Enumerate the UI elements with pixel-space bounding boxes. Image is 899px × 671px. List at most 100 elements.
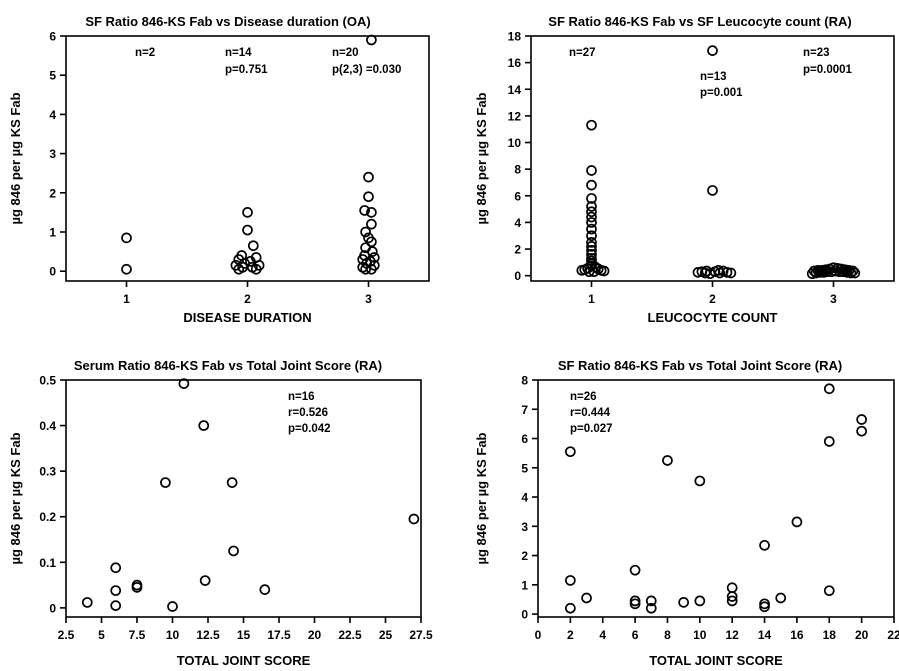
data-point	[178, 378, 190, 389]
y-tick-label: 0	[514, 269, 521, 283]
y-tick-label: 6	[49, 30, 56, 44]
y-tick-label: 0	[49, 601, 56, 615]
data-point	[833, 266, 845, 278]
data-point	[586, 165, 597, 176]
y-tick-label: 2	[514, 243, 521, 257]
x-tick-label: 2	[244, 292, 251, 306]
chart-title: SF Ratio 846-KS Fab vs SF Leucocyte coun…	[548, 14, 851, 29]
data-point	[81, 597, 93, 608]
x-tick-label: 27.5	[409, 628, 433, 642]
x-tick-label: 16	[790, 628, 804, 642]
annotation-text: p=0.042	[288, 423, 331, 435]
data-point	[198, 420, 210, 431]
data-point	[583, 266, 595, 278]
data-point	[791, 516, 803, 528]
x-axis-label: TOTAL JOINT SCORE	[177, 653, 311, 668]
x-tick-label: 5	[98, 628, 105, 642]
y-tick-label: 7	[521, 403, 528, 417]
annotation-text: r=0.526	[288, 407, 328, 419]
data-point	[586, 119, 597, 131]
data-point	[228, 545, 239, 557]
y-tick-label: 4	[521, 491, 528, 505]
data-point	[707, 45, 718, 56]
x-tick-label: 3	[830, 292, 837, 306]
data-point	[849, 267, 861, 279]
data-point	[726, 595, 738, 607]
data-point	[565, 446, 576, 458]
y-tick-label: 2	[49, 186, 56, 200]
x-tick-label: 8	[664, 628, 671, 642]
data-point	[366, 263, 377, 275]
y-tick-label: 5	[521, 461, 528, 475]
x-tick-label: 17.5	[267, 628, 291, 642]
y-tick-label: 1	[49, 226, 56, 240]
annotation-text: p=0.001	[700, 87, 743, 99]
x-tick-label: 1	[588, 292, 595, 306]
data-point	[826, 266, 837, 278]
data-point	[694, 595, 706, 607]
x-tick-label: 1	[123, 292, 130, 306]
data-point	[598, 265, 610, 277]
annotation-text: r=0.444	[570, 407, 611, 419]
y-tick-label: 6	[514, 189, 521, 203]
x-tick-label: 6	[632, 628, 639, 642]
y-tick-label: 1	[521, 578, 528, 592]
data-point	[822, 266, 834, 278]
x-tick-label: 7.5	[129, 628, 146, 642]
y-axis-label: µg 846 per µg KS Fab	[474, 92, 489, 224]
data-point	[845, 267, 857, 279]
y-tick-label: 8	[514, 163, 521, 177]
y-tick-label: 12	[508, 109, 522, 123]
data-point	[823, 585, 835, 597]
data-point	[586, 245, 597, 256]
data-point	[110, 600, 122, 611]
annotation-text: n=27	[569, 47, 596, 59]
annotation-text: n=14	[225, 47, 252, 59]
data-point	[110, 562, 122, 574]
data-point	[565, 602, 576, 614]
data-point	[250, 263, 262, 275]
data-point	[841, 266, 853, 278]
data-point	[692, 266, 704, 278]
data-point	[586, 211, 597, 223]
data-point	[360, 226, 371, 238]
y-tick-label: 0.5	[39, 374, 56, 388]
data-point	[360, 263, 371, 275]
y-tick-label: 4	[49, 108, 56, 122]
data-point	[810, 267, 822, 279]
y-tick-label: 0	[521, 608, 528, 622]
data-point	[259, 584, 271, 596]
data-point	[823, 436, 835, 447]
y-tick-label: 0.1	[39, 556, 56, 570]
y-tick-label: 6	[521, 432, 528, 446]
data-point	[586, 241, 597, 252]
data-point	[678, 597, 689, 608]
x-tick-label: 20	[308, 628, 322, 642]
y-tick-label: 4	[514, 216, 521, 230]
x-tick-label: 14	[758, 628, 772, 642]
x-axis-label: DISEASE DURATION	[183, 310, 311, 325]
y-tick-label: 2	[521, 549, 528, 563]
y-tick-label: 18	[508, 30, 522, 44]
x-tick-label: 4	[599, 628, 606, 642]
chart-title: Serum Ratio 846-KS Fab vs Total Joint Sc…	[74, 358, 382, 373]
data-point	[586, 237, 597, 248]
data-point	[707, 185, 718, 196]
data-point	[131, 582, 143, 593]
annotation-text: n=23	[803, 47, 830, 59]
data-point	[759, 539, 770, 551]
data-point	[704, 268, 716, 280]
data-point	[359, 205, 370, 216]
data-point	[814, 266, 826, 278]
data-point	[806, 268, 818, 280]
annotation-text: n=16	[288, 391, 315, 403]
x-tick-label: 15	[237, 628, 251, 642]
chart-panel-2: SF Ratio 846-KS Fab vs SF Leucocyte coun…	[474, 14, 895, 325]
x-tick-label: 22	[887, 628, 899, 642]
data-point	[581, 592, 592, 604]
data-point	[366, 207, 377, 218]
data-point	[167, 601, 178, 612]
annotation-text: n=20	[332, 47, 359, 59]
data-point	[629, 598, 641, 610]
x-tick-label: 2	[709, 292, 716, 306]
